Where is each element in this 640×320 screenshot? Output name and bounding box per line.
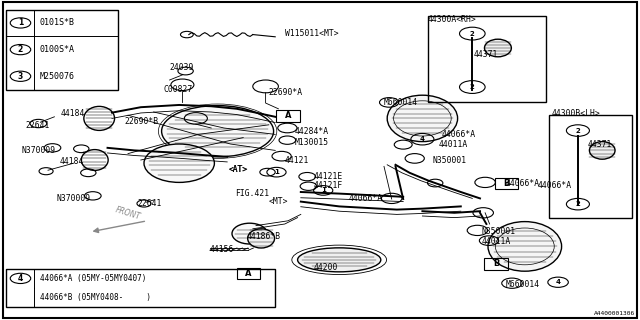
Text: 22641: 22641 xyxy=(138,199,162,208)
Text: A: A xyxy=(245,269,252,278)
Text: 24039: 24039 xyxy=(170,63,194,72)
Text: A4400001306: A4400001306 xyxy=(594,311,635,316)
Text: 2: 2 xyxy=(575,128,580,133)
Text: B: B xyxy=(504,179,510,188)
Text: 44184: 44184 xyxy=(60,157,84,166)
Text: 44200: 44200 xyxy=(314,263,338,272)
Text: 1: 1 xyxy=(18,19,23,28)
Text: 2: 2 xyxy=(575,201,580,207)
Text: 44066*A: 44066*A xyxy=(538,181,572,190)
Text: 44371: 44371 xyxy=(474,50,498,59)
Text: W115011<MT>: W115011<MT> xyxy=(285,29,339,38)
Bar xyxy=(276,110,300,122)
Bar xyxy=(237,268,260,279)
Text: 22690*A: 22690*A xyxy=(269,88,303,97)
Ellipse shape xyxy=(484,39,511,57)
Text: M660014: M660014 xyxy=(384,98,418,107)
Ellipse shape xyxy=(81,150,108,171)
Text: 4: 4 xyxy=(420,136,425,142)
Text: 44186*B: 44186*B xyxy=(246,232,280,241)
Ellipse shape xyxy=(589,141,615,159)
Text: A: A xyxy=(285,111,291,120)
Ellipse shape xyxy=(84,106,115,131)
Text: N370009: N370009 xyxy=(56,194,90,203)
Text: 44066*B (05MY0408-     ): 44066*B (05MY0408- ) xyxy=(40,293,150,302)
Text: M130015: M130015 xyxy=(294,138,328,147)
Bar xyxy=(6,10,118,90)
Text: 2: 2 xyxy=(470,31,475,36)
Text: 44184: 44184 xyxy=(61,109,85,118)
Text: 44011A: 44011A xyxy=(481,237,511,246)
Text: M250076: M250076 xyxy=(40,72,75,81)
Text: FRONT: FRONT xyxy=(115,205,141,221)
Text: N350001: N350001 xyxy=(481,227,515,236)
Bar xyxy=(549,115,632,218)
Text: 44300A<RH>: 44300A<RH> xyxy=(428,15,476,24)
Text: 44121E: 44121E xyxy=(314,172,343,181)
Text: <AT>: <AT> xyxy=(229,165,248,174)
Text: 44156: 44156 xyxy=(210,245,234,254)
Text: C00827: C00827 xyxy=(163,85,193,94)
Text: 22641: 22641 xyxy=(26,121,50,130)
Text: 44066*A: 44066*A xyxy=(442,130,476,139)
Bar xyxy=(428,16,546,102)
Text: B: B xyxy=(493,260,499,268)
Text: N350001: N350001 xyxy=(433,156,467,164)
Ellipse shape xyxy=(232,223,268,244)
Text: <MT>: <MT> xyxy=(269,197,288,206)
Text: 2: 2 xyxy=(18,45,23,54)
Ellipse shape xyxy=(248,229,275,248)
Ellipse shape xyxy=(144,144,214,182)
Text: 3: 3 xyxy=(18,72,23,81)
Text: 44066*A: 44066*A xyxy=(506,179,540,188)
Text: 0100S*A: 0100S*A xyxy=(40,45,75,54)
Text: 1: 1 xyxy=(274,169,279,175)
Text: N370009: N370009 xyxy=(22,146,56,155)
Bar xyxy=(495,178,518,189)
Text: 44121F: 44121F xyxy=(314,181,343,190)
Text: 0101S*B: 0101S*B xyxy=(40,19,75,28)
Text: 2: 2 xyxy=(470,84,475,90)
Text: 44011A: 44011A xyxy=(438,140,468,149)
Text: 44371: 44371 xyxy=(588,140,612,148)
Text: 44284*A: 44284*A xyxy=(294,127,328,136)
Text: 1: 1 xyxy=(321,188,326,193)
Text: 44066*A (05MY-05MY0407): 44066*A (05MY-05MY0407) xyxy=(40,274,146,283)
Bar xyxy=(484,258,508,270)
Text: <AT>: <AT> xyxy=(229,165,248,174)
Bar xyxy=(6,269,275,307)
Text: 44066*A: 44066*A xyxy=(348,194,382,203)
Text: 22690*B: 22690*B xyxy=(125,117,159,126)
Ellipse shape xyxy=(488,221,562,271)
Ellipse shape xyxy=(298,248,381,272)
Text: 4: 4 xyxy=(556,279,561,285)
Text: 44121: 44121 xyxy=(285,156,309,164)
Text: M660014: M660014 xyxy=(506,280,540,289)
Text: 4: 4 xyxy=(18,274,23,283)
Ellipse shape xyxy=(162,106,274,157)
Text: 44300B<LH>: 44300B<LH> xyxy=(552,109,600,118)
Ellipse shape xyxy=(387,95,458,141)
Text: FIG.421: FIG.421 xyxy=(236,189,269,198)
